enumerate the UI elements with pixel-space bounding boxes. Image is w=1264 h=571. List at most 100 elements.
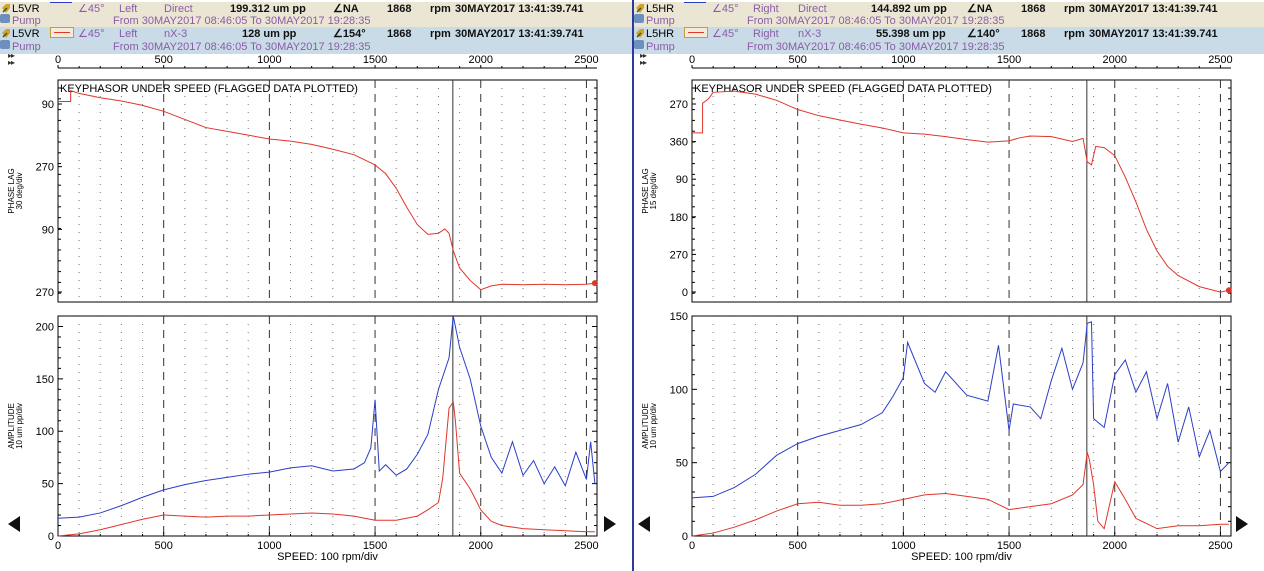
x-tick-label: 1500 xyxy=(363,540,387,552)
x-tick-label: 1000 xyxy=(891,540,915,552)
expand-chevrons-icon[interactable]: ▸▸ ▸▸ xyxy=(640,51,647,67)
top-axis-tick-label: 0 xyxy=(55,54,61,66)
nx3-swatch xyxy=(50,27,74,38)
phase-tick-label: 90 xyxy=(42,99,54,111)
probe-tag-icon xyxy=(636,29,644,38)
x-tick-label: 2000 xyxy=(469,540,493,552)
amplitude-axis-scale: 10 um pp/div xyxy=(15,403,24,449)
phase-plot-title: KEYPHASOR UNDER SPEED (FLAGGED DATA PLOT… xyxy=(60,83,358,95)
trace-timestamp: 30MAY2017 13:41:39.741 xyxy=(455,3,584,15)
amplitude-tick-label: 0 xyxy=(48,531,54,543)
rpm-unit: rpm xyxy=(1064,3,1085,15)
amplitude-tick-label: 200 xyxy=(36,321,54,333)
scroll-left-arrow-icon[interactable] xyxy=(638,516,650,532)
trace-phase: ∠154° xyxy=(333,28,366,40)
time-range: From 30MAY2017 08:46:05 To 30MAY2017 19:… xyxy=(113,41,371,53)
top-axis-tick-label: 2500 xyxy=(1208,54,1232,66)
amplitude-tick-label: 100 xyxy=(670,384,688,396)
phase-axis-label: PHASE LAG xyxy=(7,168,16,213)
trace-phase: ∠NA xyxy=(333,3,359,15)
scroll-right-arrow-icon[interactable] xyxy=(604,516,616,532)
phase-endpoint-dot xyxy=(1225,287,1232,294)
phase-tick-label: 270 xyxy=(36,162,54,174)
top-axis-tick-label: 2000 xyxy=(1103,54,1127,66)
amplitude-tick-label: 150 xyxy=(36,374,54,386)
trace-timestamp: 30MAY2017 13:41:39.741 xyxy=(455,28,584,40)
machine-name: Pump xyxy=(12,41,41,53)
pump-icon xyxy=(634,40,644,49)
probe-angle: ∠45° xyxy=(712,28,739,40)
x-tick-label: 2500 xyxy=(1208,540,1232,552)
phase-series-line xyxy=(692,90,1229,293)
probe-name: L5HR xyxy=(646,3,675,15)
time-range: From 30MAY2017 08:46:05 To 30MAY2017 19:… xyxy=(747,41,1005,53)
phase-tick-label: 270 xyxy=(36,287,54,299)
trace-subheader-direct: Pump From 30MAY2017 08:46:05 To 30MAY201… xyxy=(634,14,1264,27)
top-axis-tick-label: 1000 xyxy=(257,54,281,66)
phase-tick-label: 180 xyxy=(670,212,688,224)
machine-name: Pump xyxy=(646,41,675,53)
machine-name: Pump xyxy=(12,15,41,27)
nx3-amplitude-line xyxy=(691,452,1229,537)
probe-side: Right xyxy=(753,28,779,40)
trace-subheader-nx3: Pump From 30MAY2017 08:46:05 To 30MAY201… xyxy=(634,40,1264,54)
amplitude-tick-label: 50 xyxy=(676,458,688,470)
trace-value: 128 um pp xyxy=(242,28,297,40)
nx3-swatch xyxy=(684,27,708,38)
probe-angle: ∠45° xyxy=(78,28,105,40)
x-tick-label: 0 xyxy=(689,540,695,552)
phase-axis-scale: 15 deg/div xyxy=(649,173,658,210)
probe-tag-icon xyxy=(2,29,10,38)
expand-chevrons-icon[interactable]: ▸▸ ▸▸ xyxy=(8,51,15,67)
trace-rpm: 1868 xyxy=(387,28,412,40)
amplitude-axis-label: AMPLITUDE xyxy=(641,403,650,449)
nx3-amplitude-line xyxy=(57,400,595,537)
trace-mode: nX-3 xyxy=(164,28,188,40)
scroll-left-arrow-icon[interactable] xyxy=(8,516,20,532)
top-axis-tick-label: 1500 xyxy=(363,54,387,66)
trace-header-nx3[interactable]: L5VR ∠45° Left nX-3 128 um pp ∠154° 1868… xyxy=(0,27,632,42)
top-axis-tick-label: 500 xyxy=(155,54,173,66)
phase-series-line xyxy=(58,90,595,291)
trace-phase: ∠NA xyxy=(967,3,993,15)
pump-icon xyxy=(0,40,10,49)
phase-tick-label: 0 xyxy=(682,287,688,299)
pump-icon xyxy=(0,14,10,23)
top-axis-tick-label: 0 xyxy=(689,54,695,66)
trace-subheader-direct: Pump From 30MAY2017 08:46:05 To 30MAY201… xyxy=(0,14,632,27)
trace-subheader-nx3: Pump From 30MAY2017 08:46:05 To 30MAY201… xyxy=(0,40,632,54)
phase-tick-label: 270 xyxy=(670,99,688,111)
phase-tick-label: 90 xyxy=(42,224,54,236)
trace-header-nx3[interactable]: L5HR ∠45° Right nX-3 55.398 um pp ∠140° … xyxy=(634,27,1264,42)
trace-timestamp: 30MAY2017 13:41:39.741 xyxy=(1089,3,1218,15)
trace-value: 144.892 um pp xyxy=(871,3,947,15)
probe-name: L5VR xyxy=(12,28,40,40)
trace-rpm: 1868 xyxy=(387,3,412,15)
trace-mode: Direct xyxy=(798,3,827,15)
x-tick-label: 2000 xyxy=(1103,540,1127,552)
direct-amplitude-line xyxy=(691,321,1230,499)
probe-side: Left xyxy=(119,3,138,15)
top-axis-tick-label: 1500 xyxy=(997,54,1021,66)
amplitude-axis-label: AMPLITUDE xyxy=(7,403,16,449)
x-tick-label: 500 xyxy=(155,540,173,552)
top-axis-tick-label: 500 xyxy=(789,54,807,66)
amplitude-plot-frame xyxy=(57,315,598,537)
probe-side: Left xyxy=(119,28,138,40)
scroll-right-arrow-icon[interactable] xyxy=(1236,516,1248,532)
phase-plot-frame xyxy=(57,79,598,303)
time-range: From 30MAY2017 08:46:05 To 30MAY2017 19:… xyxy=(113,15,371,27)
amplitude-tick-label: 0 xyxy=(682,531,688,543)
right-plot-panel: L5HR ∠45° Right Direct 144.892 um pp ∠NA… xyxy=(632,0,1264,571)
direct-swatch xyxy=(50,2,72,3)
trace-header-direct[interactable]: L5HR ∠45° Right Direct 144.892 um pp ∠NA… xyxy=(634,2,1264,17)
trace-timestamp: 30MAY2017 13:41:39.741 xyxy=(1089,28,1218,40)
phase-tick-label: 270 xyxy=(670,249,688,261)
pump-icon xyxy=(634,14,644,23)
rpm-unit: rpm xyxy=(1064,28,1085,40)
probe-angle: ∠45° xyxy=(78,3,105,15)
phase-endpoint-dot xyxy=(591,280,598,287)
phase-axis-label: PHASE LAG xyxy=(641,168,650,213)
trace-header-direct[interactable]: L5VR ∠45° Left Direct 199.312 um pp ∠NA … xyxy=(0,2,632,17)
top-axis-tick-label: 2500 xyxy=(574,54,598,66)
